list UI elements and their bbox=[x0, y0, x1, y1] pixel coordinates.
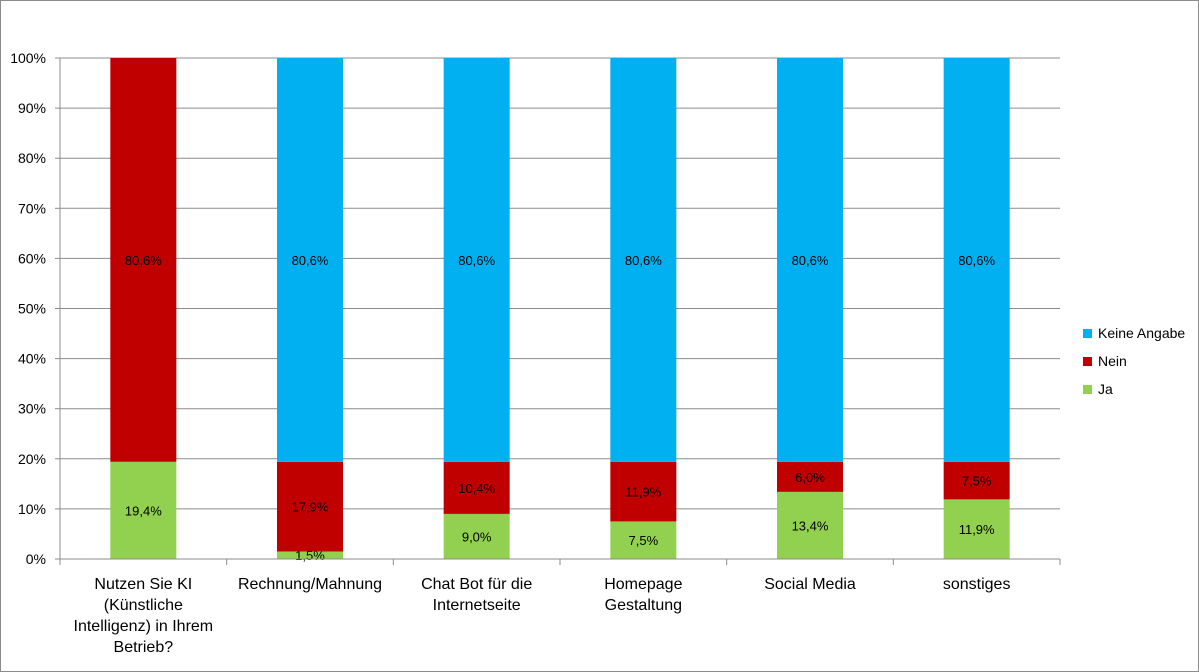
data-label: 13,4% bbox=[792, 518, 829, 533]
data-label: 17,9% bbox=[292, 500, 329, 515]
y-tick-label: 90% bbox=[18, 100, 46, 116]
legend-label-keine-angabe: Keine Angabe bbox=[1098, 325, 1186, 341]
legend: Keine Angabe Nein Ja bbox=[1083, 319, 1185, 403]
bar-segment-ja bbox=[777, 491, 843, 559]
bar-segment-keine-angabe bbox=[443, 58, 510, 462]
data-label: 11,9% bbox=[625, 485, 661, 500]
bar-segment-ja bbox=[943, 499, 1010, 559]
y-tick-label: 50% bbox=[18, 301, 46, 317]
data-label: 80,6% bbox=[625, 253, 662, 268]
data-label: 6,0% bbox=[795, 470, 825, 485]
legend-swatch-ja bbox=[1083, 384, 1092, 394]
legend-label-nein: Nein bbox=[1098, 353, 1127, 369]
legend-item-keine-angabe: Keine Angabe bbox=[1083, 319, 1185, 347]
data-label: 9,0% bbox=[462, 529, 492, 544]
y-tick-label: 40% bbox=[18, 351, 46, 367]
bar-segment-nein bbox=[277, 461, 343, 552]
y-tick-label: 10% bbox=[18, 501, 46, 517]
legend-swatch-keine-angabe bbox=[1083, 328, 1092, 338]
y-tick-label: 70% bbox=[18, 200, 46, 216]
legend-item-nein: Nein bbox=[1083, 347, 1185, 375]
legend-swatch-nein bbox=[1083, 356, 1092, 366]
y-tick-label: 80% bbox=[18, 150, 46, 166]
bar-segment-ja bbox=[110, 461, 177, 559]
bar-segment-nein bbox=[443, 461, 510, 514]
bar-segment-nein bbox=[777, 461, 843, 492]
bar-segment-keine-angabe bbox=[777, 58, 843, 462]
bar-segment-keine-angabe bbox=[277, 58, 343, 462]
data-label: 80,6% bbox=[458, 253, 495, 268]
data-label: 11,9% bbox=[959, 522, 995, 537]
data-label: 80,6% bbox=[792, 253, 829, 268]
bar-segment-nein bbox=[110, 58, 177, 462]
y-tick-label: 100% bbox=[10, 50, 46, 66]
y-tick-label: 0% bbox=[26, 551, 46, 567]
x-category-label: Chat Bot für die Internetseite bbox=[421, 576, 532, 614]
bar-segment-keine-angabe bbox=[943, 58, 1010, 462]
bar-segment-ja bbox=[443, 513, 510, 559]
y-tick-label: 30% bbox=[18, 401, 46, 417]
x-category-label: Nutzen Sie KI (Künstliche Intelligenz) in … bbox=[74, 576, 214, 656]
bar-segment-keine-angabe bbox=[610, 58, 677, 462]
data-label: 80,6% bbox=[292, 253, 329, 268]
bar-segment-ja bbox=[277, 551, 343, 559]
bar-segment-ja bbox=[610, 521, 677, 559]
data-label: 7,5% bbox=[962, 474, 992, 489]
data-label: 7,5% bbox=[629, 533, 659, 548]
x-category-label: Rechnung/Mahnung bbox=[238, 576, 382, 593]
data-label: 19,4% bbox=[125, 503, 162, 518]
x-category-label: Homepage Gestaltung bbox=[604, 576, 682, 614]
data-label: 80,6% bbox=[125, 253, 162, 268]
legend-label-ja: Ja bbox=[1098, 381, 1113, 397]
legend-item-ja: Ja bbox=[1083, 375, 1185, 403]
bar-segment-nein bbox=[610, 461, 677, 522]
bar-segment-nein bbox=[943, 461, 1010, 500]
x-category-label: sonstiges bbox=[943, 576, 1011, 593]
data-label: 80,6% bbox=[958, 253, 995, 268]
y-tick-label: 60% bbox=[18, 250, 46, 266]
y-tick-label: 20% bbox=[18, 451, 46, 467]
data-label: 10,4% bbox=[458, 481, 495, 496]
x-category-label: Social Media bbox=[764, 576, 856, 593]
